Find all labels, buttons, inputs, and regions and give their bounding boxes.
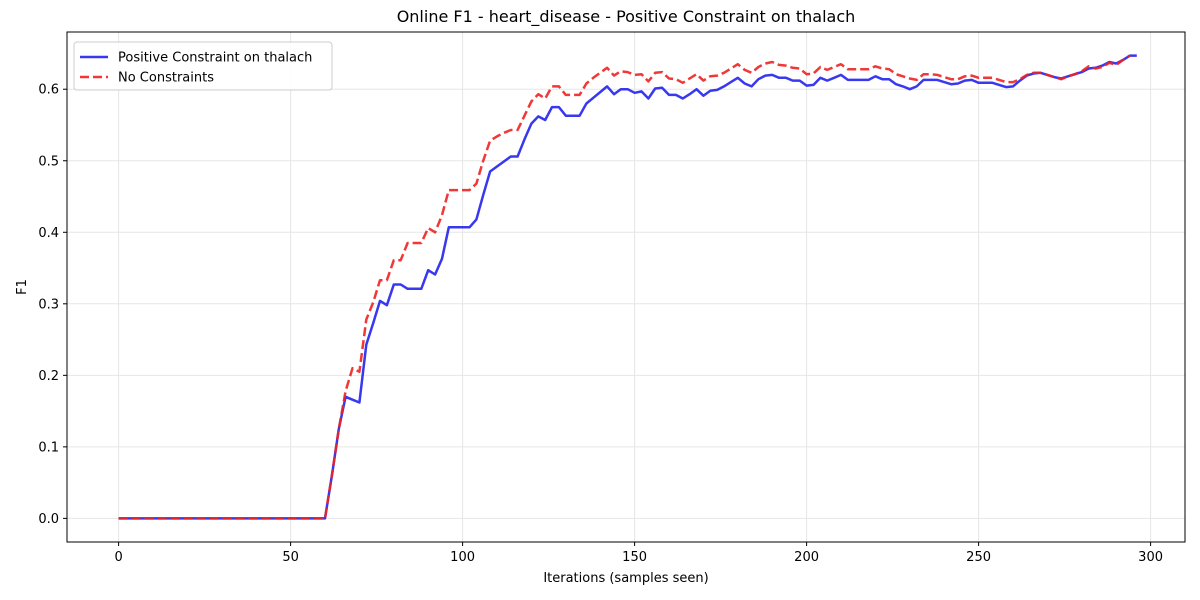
y-tick-label: 0.0 — [38, 512, 59, 527]
chart-title: Online F1 - heart_disease - Positive Con… — [397, 7, 856, 27]
series-line-no-constraints — [118, 54, 1131, 520]
y-tick-label: 0.5 — [38, 154, 59, 169]
y-tick-label: 0.3 — [38, 297, 59, 312]
y-axis-label: F1 — [15, 279, 30, 295]
y-tick-label: 0.4 — [38, 226, 59, 241]
plot-frame — [66, 31, 1186, 543]
series-layer — [118, 54, 1137, 520]
x-tick-label: 300 — [1138, 550, 1163, 565]
x-tick-label: 100 — [450, 550, 475, 565]
y-tick-label: 0.1 — [38, 440, 59, 455]
x-tick-label: 250 — [966, 550, 991, 565]
legend-label: No Constraints — [118, 71, 214, 86]
x-tick-label: 0 — [114, 550, 122, 565]
legend-label: Positive Constraint on thalach — [118, 51, 312, 66]
y-tick-label: 0.6 — [38, 83, 59, 98]
legend-box — [73, 41, 333, 91]
series-line-positive-constraint — [118, 54, 1137, 520]
ticks: 0 50 100 150 200 250 300 0.0 0.1 0.2 0.3 0.4 0.5 0.6 — [38, 83, 1163, 565]
x-tick-label: 50 — [282, 550, 299, 565]
x-tick-label: 150 — [622, 550, 647, 565]
legend: Positive Constraint on thalach No Constra… — [73, 41, 333, 91]
y-tick-label: 0.2 — [38, 369, 59, 384]
x-axis-label: Iterations (samples seen) — [543, 571, 708, 586]
x-tick-label: 200 — [794, 550, 819, 565]
